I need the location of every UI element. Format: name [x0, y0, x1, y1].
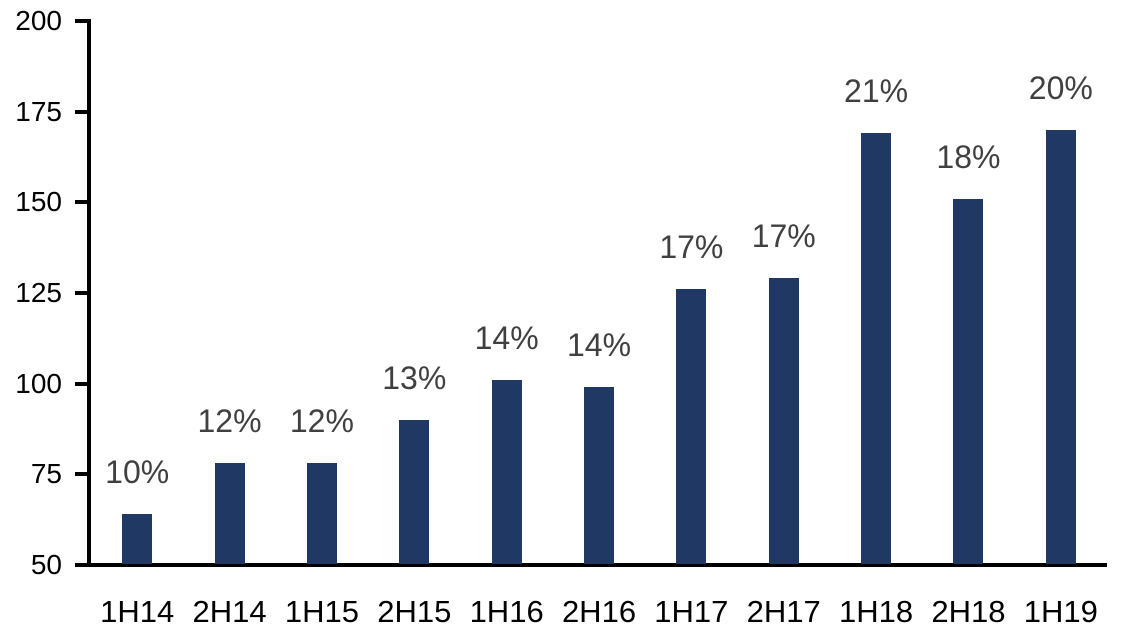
- y-tick-label: 50: [30, 549, 62, 580]
- bar: [676, 289, 707, 564]
- bar-value-label: 17%: [659, 229, 724, 266]
- y-tick-label: 125: [15, 277, 62, 308]
- x-tick-label: 1H14: [100, 594, 175, 629]
- bar-value-label: 12%: [197, 403, 262, 440]
- y-axis-line: [87, 19, 91, 567]
- x-axis-line: [87, 563, 1107, 567]
- y-tick-mark: [75, 291, 87, 295]
- bar-value-label: 21%: [844, 73, 909, 110]
- x-tick-label: 1H16: [469, 594, 544, 629]
- bar-value-label: 18%: [936, 138, 1001, 175]
- bar: [306, 463, 337, 564]
- x-tick-label: 1H18: [839, 594, 914, 629]
- bar: [399, 419, 430, 564]
- y-tick-label: 175: [15, 95, 62, 127]
- x-tick-label: 1H19: [1023, 594, 1098, 629]
- bar: [861, 133, 892, 564]
- y-tick-mark: [75, 472, 87, 477]
- bar-value-label: 14%: [566, 327, 632, 364]
- bar: [584, 387, 614, 564]
- x-tick-label: 2H14: [192, 594, 267, 629]
- y-tick-mark: [75, 200, 87, 205]
- x-tick-label: 2H16: [561, 594, 637, 629]
- bar: [1045, 129, 1076, 564]
- bar: [122, 514, 153, 564]
- bar-value-label: 10%: [105, 454, 170, 491]
- bar-value-label: 13%: [382, 359, 447, 396]
- y-tick-label: 100: [15, 367, 62, 399]
- bar-value-label: 14%: [474, 320, 539, 357]
- y-tick-mark: [75, 381, 87, 386]
- bar-value-label: 20%: [1028, 69, 1093, 106]
- bar: [214, 463, 245, 564]
- x-tick-label: 2H18: [931, 594, 1006, 629]
- bar-value-label: 17%: [751, 218, 816, 255]
- x-tick-label: 1H17: [654, 594, 729, 629]
- bar: [491, 380, 522, 564]
- bar-value-label: 12%: [289, 403, 354, 440]
- y-tick-mark: [75, 109, 87, 114]
- x-tick-label: 2H15: [377, 594, 452, 629]
- y-tick-mark: [75, 563, 87, 567]
- y-tick-mark: [75, 19, 87, 23]
- x-tick-label: 1H15: [284, 594, 359, 629]
- x-tick-label: 2H17: [746, 594, 821, 629]
- y-tick-label: 75: [30, 458, 62, 490]
- bar: [768, 278, 799, 564]
- y-tick-label: 200: [15, 5, 62, 36]
- bar: [953, 198, 984, 564]
- y-tick-label: 150: [15, 186, 62, 218]
